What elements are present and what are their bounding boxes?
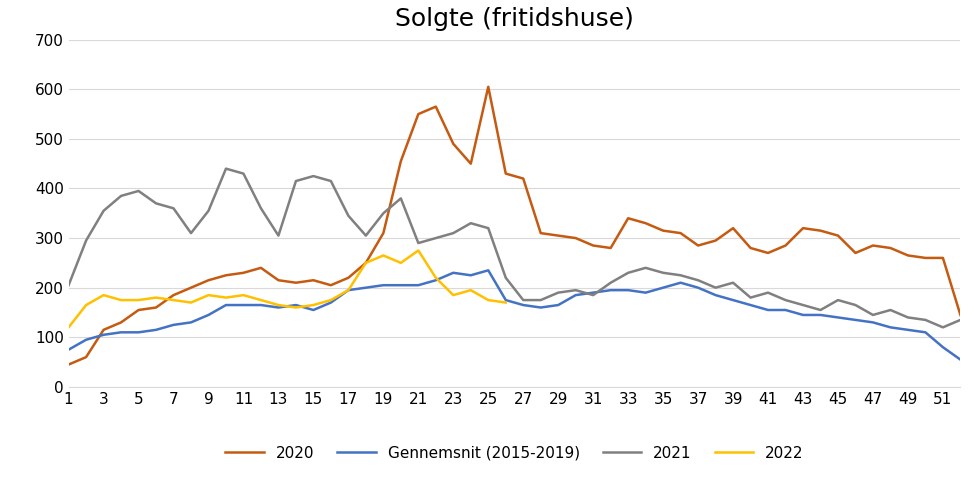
2020 xyxy=(63,362,74,368)
2020 xyxy=(482,84,494,90)
Gennemsnit (2015-2019) xyxy=(658,285,669,291)
Gennemsnit (2015-2019) xyxy=(622,287,634,293)
2020 xyxy=(902,252,913,258)
2020 xyxy=(622,215,634,221)
Gennemsnit (2015-2019) xyxy=(63,347,74,353)
Line: Gennemsnit (2015-2019): Gennemsnit (2015-2019) xyxy=(69,270,960,360)
Line: 2020: 2020 xyxy=(69,87,960,365)
Legend: 2020, Gennemsnit (2015-2019), 2021, 2022: 2020, Gennemsnit (2015-2019), 2021, 2022 xyxy=(220,439,809,467)
2022 xyxy=(63,324,74,330)
2022 xyxy=(132,297,144,303)
2022 xyxy=(377,252,389,258)
Title: Solgte (fritidshuse): Solgte (fritidshuse) xyxy=(395,7,634,31)
2020 xyxy=(658,228,669,234)
Line: 2021: 2021 xyxy=(69,169,960,327)
2021 xyxy=(622,270,634,276)
Gennemsnit (2015-2019) xyxy=(500,297,512,303)
2020 xyxy=(132,307,144,313)
2021 xyxy=(220,166,232,172)
2021 xyxy=(553,290,564,296)
Line: 2022: 2022 xyxy=(69,250,506,327)
Gennemsnit (2015-2019) xyxy=(132,329,144,335)
2021 xyxy=(937,324,949,330)
2021 xyxy=(395,195,407,201)
Gennemsnit (2015-2019) xyxy=(902,327,913,333)
Gennemsnit (2015-2019) xyxy=(377,282,389,288)
Gennemsnit (2015-2019) xyxy=(955,357,966,363)
2021 xyxy=(132,188,144,194)
2020 xyxy=(500,171,512,177)
2020 xyxy=(955,312,966,318)
2022 xyxy=(482,297,494,303)
2021 xyxy=(63,282,74,288)
Gennemsnit (2015-2019) xyxy=(482,267,494,273)
2020 xyxy=(377,230,389,236)
2021 xyxy=(500,275,512,281)
2021 xyxy=(658,270,669,276)
2021 xyxy=(955,317,966,323)
